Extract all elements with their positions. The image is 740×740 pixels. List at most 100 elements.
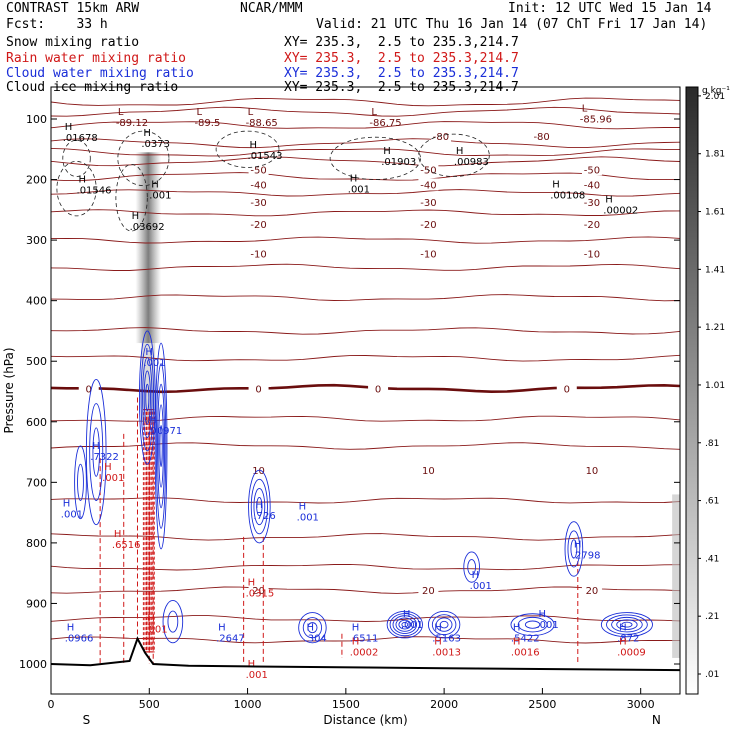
snow-maximum-value: .0373 [141,139,170,150]
field-xy-cloud: XY= 235.3, 2.5 to 235.3,214.7 [284,66,519,81]
snow-maximum-value: .01678 [63,133,98,144]
isotherm-label-bg [368,382,389,395]
colorbar-tick-label: .61 [705,497,719,507]
snow-maximum-value: .01903 [381,157,416,168]
isotherm-label: -30 [420,198,436,209]
isotherm-line [51,121,680,130]
cloud-water-contour [392,615,418,634]
cloud-water-contour [307,622,318,634]
cloud-water-contour [248,469,271,544]
isotherm-label: 0 [255,384,261,395]
isotherm-line [51,327,680,335]
isotherm-label: -50 [250,165,266,176]
isotherm-label-bg [248,247,269,260]
isotherm-line [51,563,680,571]
cloud-water-maximum-value: .00971 [147,426,182,437]
snow-maximum-value: .00983 [454,157,489,168]
cloud-water-maximum-value: .001 [470,581,492,592]
cloud-water-contour [616,619,638,630]
cloud-water-maximum-value: .2647 [216,634,245,645]
isotherm-label-bg [581,247,602,260]
cloud-water-contour [253,487,266,526]
isotherm-label-bg [581,217,602,230]
isotherm-line [51,636,680,644]
isotherm-label-bg [531,129,552,142]
colorbar-tick-label: .41 [705,554,719,564]
cloud-water-maximum-value: .001 [401,620,423,631]
isotherm-label: -80 [433,132,449,143]
isotherm-label: -30 [250,198,266,209]
terrain-line [51,636,680,672]
temperature-minimum-marker: L [196,107,202,118]
snow-maximum-marker: H [383,146,391,157]
cloud-water-maximum-value: .0966 [65,634,94,645]
isotherm-label: -20 [250,220,266,231]
x-tick-label: 2000 [430,698,458,711]
rain-water-maximum-marker: H [104,462,112,473]
cloud-water-maximum-value: .726 [253,511,275,522]
cloud-water-contour [427,610,461,639]
cloud-water-maximum-marker: H [145,347,153,358]
temperature-minimum-value: -89.12 [116,118,148,129]
isotherm-label-bg [418,195,439,208]
cloud-ice-shading [672,494,680,658]
x-axis-label: Distance (km) [323,713,407,727]
y-tick-label: 600 [26,416,47,429]
x-tick-label: 0 [48,698,55,711]
cloud-water-contour [621,621,633,628]
cloud-water-contour [401,621,409,628]
temperature-minimum-value: -88.65 [246,118,278,129]
cloud-water-maximum-marker: H [63,499,71,510]
colorbar-tick-label: 2.01 [705,92,725,102]
snow-maximum-value: .001 [348,184,370,195]
y-tick-label: 200 [26,174,47,187]
snow-maximum-marker: H [605,195,613,206]
plot-frame [50,86,681,695]
snow-contour [56,160,97,217]
colorbar-tick-label: .81 [705,439,719,449]
x-tick-label: 3000 [627,698,655,711]
cloud-water-contour [606,614,648,635]
cloud-water-maximum-value: .7322 [90,452,119,463]
rain-water-maximum-value: .0315 [246,588,275,599]
isotherm-line [51,294,680,302]
colorbar-tick-label: 1.21 [705,323,725,333]
cloud-water-maximum-value: .872 [617,634,639,645]
snow-maximum-value: .03692 [130,222,165,233]
isotherm-label: 20 [252,586,265,597]
isotherm-label: 0 [86,384,92,395]
cloud-water-maximum-marker: H [403,609,411,620]
cloud-water-contour [250,478,268,535]
snow-maximum-marker: H [456,146,464,157]
y-axis-label: Pressure (hPa) [2,347,16,433]
temperature-minimum-marker: L [248,107,254,118]
field-label-rain: Rain water mixing ratio [6,51,187,66]
isotherm-label: -20 [420,220,436,231]
temperature-minimum-marker: L [582,104,588,115]
isotherm-label-bg [581,178,602,191]
cloud-water-contour [167,610,179,633]
cloud-water-maximum-marker: H [352,623,360,634]
valid-time: Valid: 21 UTC Thu 16 Jan 14 (07 ChT Fri … [316,17,708,32]
isotherm-label: 0 [375,384,381,395]
rain-water-maximum-marker: H [248,577,256,588]
isotherm-label-bg [418,178,439,191]
colorbar-unit: g kg⁻¹ [702,86,730,96]
cloud-water-maximum-value: .6511 [350,634,379,645]
isotherm-label: -20 [584,220,600,231]
snow-maximum-value: .01543 [248,151,283,162]
cloud-water-contour [89,403,104,501]
cloud-water-contour [155,363,167,529]
cloud-water-contour [467,559,477,576]
isotherm-label-bg [248,163,269,176]
isotherm-label-bg [248,382,269,395]
temperature-minimum-marker: L [118,107,124,118]
cloud-water-contour [256,497,263,517]
rain-water-maximum-value: .001 [102,473,124,484]
isotherm-label: -50 [584,165,600,176]
cloud-water-contour [143,370,151,425]
isotherm-label: -50 [420,165,436,176]
colorbar-tick-label: 1.81 [705,150,725,160]
cloud-water-maximum-value: .5422 [511,634,540,645]
